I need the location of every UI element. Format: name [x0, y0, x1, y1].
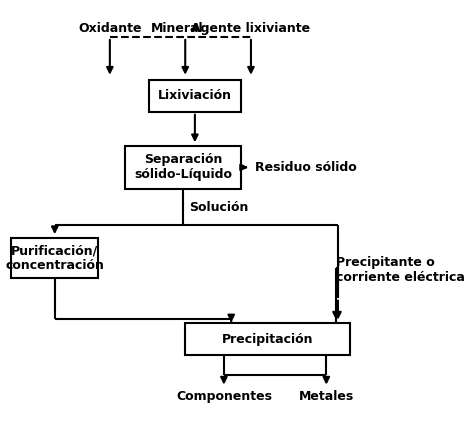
FancyBboxPatch shape [185, 323, 349, 355]
Text: Agente lixiviante: Agente lixiviante [191, 22, 310, 35]
Text: Metales: Metales [299, 390, 354, 403]
Text: Precipitación: Precipitación [222, 333, 313, 346]
Text: Purificación/
concentración: Purificación/ concentración [5, 244, 104, 272]
Text: Componentes: Componentes [176, 390, 272, 403]
Text: Oxidante: Oxidante [78, 22, 142, 35]
FancyBboxPatch shape [11, 238, 98, 278]
Text: Residuo sólido: Residuo sólido [255, 161, 357, 174]
Text: Precipitante o
corriente eléctrica: Precipitante o corriente eléctrica [336, 256, 465, 284]
FancyBboxPatch shape [125, 146, 241, 189]
Text: Separación
sólido-Líquido: Separación sólido-Líquido [134, 153, 232, 181]
Text: Solución: Solución [189, 201, 249, 214]
FancyBboxPatch shape [148, 80, 241, 112]
Text: Mineral: Mineral [151, 22, 204, 35]
Text: Lixiviación: Lixiviación [158, 89, 232, 102]
